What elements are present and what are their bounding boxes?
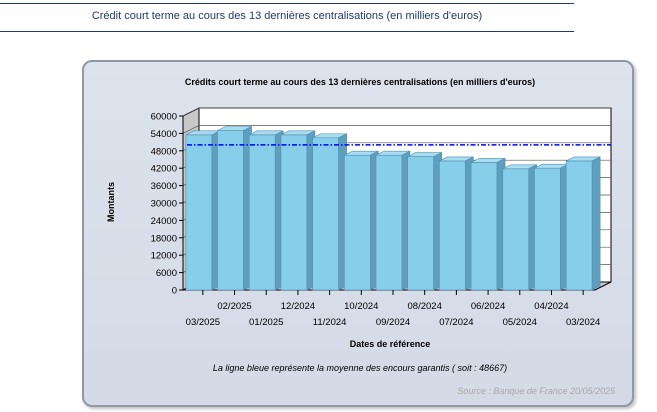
y-axis-title: Montants — [106, 182, 116, 222]
y-tick-label: 48000 — [151, 146, 177, 157]
chart: Crédits court terme au cours des 13 dern… — [106, 77, 616, 396]
x-tick-label: 05/2024 — [503, 317, 537, 328]
top-rule — [0, 3, 574, 4]
chart-title: Crédits court terme au cours des 13 dern… — [185, 77, 535, 87]
gridline-side — [182, 125, 200, 134]
x-tick-label: 02/2025 — [217, 301, 251, 312]
bar — [502, 168, 530, 291]
y-tick-label: 30000 — [151, 199, 177, 210]
x-axis-title: Dates de référence — [350, 339, 431, 349]
bar — [312, 137, 339, 291]
source-label: Source : Banque de France 20/05/2025 — [457, 386, 616, 396]
bar — [565, 160, 593, 291]
x-tick-label: 07/2024 — [439, 317, 473, 328]
x-tick-label: 06/2024 — [471, 301, 505, 312]
y-tick-label: 12000 — [151, 251, 177, 262]
bar — [407, 156, 434, 291]
bar-side — [591, 156, 601, 291]
x-tick-label: 08/2024 — [408, 301, 442, 312]
x-tick-label: 12/2024 — [281, 301, 315, 312]
y-tick-label: 18000 — [151, 233, 177, 244]
bar — [344, 154, 371, 291]
bar — [280, 134, 308, 291]
bar — [375, 154, 403, 291]
chart-panel: Crédits court terme au cours des 13 dern… — [82, 60, 634, 407]
bar — [185, 134, 213, 291]
y-tick-label: 0 — [172, 286, 177, 297]
bar — [470, 162, 498, 291]
page-title: Crédit court terme au cours des 13 derni… — [91, 10, 483, 22]
mean-note: La ligne bleue représente la moyenne des… — [213, 363, 507, 373]
bar — [534, 167, 561, 291]
bar — [248, 134, 276, 291]
x-tick-label: 03/2024 — [566, 317, 600, 328]
y-tick-label: 6000 — [156, 268, 177, 279]
y-tick-label: 54000 — [151, 129, 177, 140]
y-tick-label: 36000 — [151, 181, 177, 192]
bar — [439, 160, 466, 291]
x-tick-label: 03/2025 — [186, 317, 220, 328]
x-tick-label: 11/2024 — [313, 317, 347, 328]
title-underline — [0, 31, 574, 32]
x-tick-label: 01/2025 — [249, 317, 283, 328]
y-tick-label: 42000 — [151, 164, 177, 175]
y-tick-label: 24000 — [151, 216, 177, 227]
gridline-side — [182, 107, 200, 117]
bar — [217, 130, 244, 291]
y-tick-label: 60000 — [151, 112, 177, 123]
x-tick-label: 04/2024 — [534, 301, 568, 312]
x-tick-label: 10/2024 — [344, 301, 378, 312]
x-tick-label: 09/2024 — [376, 317, 410, 328]
